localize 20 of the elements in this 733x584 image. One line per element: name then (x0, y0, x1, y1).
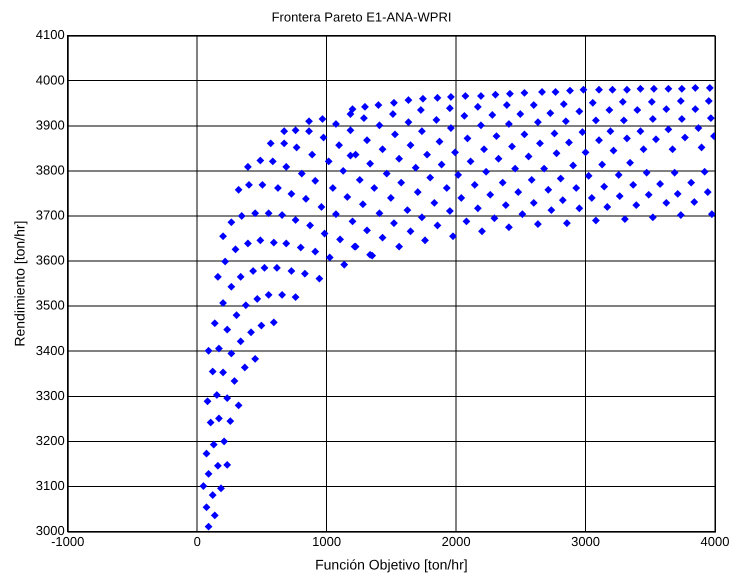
y-tick-label: 3100 (36, 478, 65, 494)
y-tick-label: 3500 (36, 298, 65, 313)
chart-title: Frontera Pareto E1-ANA-WPRI (272, 9, 452, 24)
x-tick-label: 1000 (312, 534, 342, 549)
y-tick-label: 3800 (36, 162, 65, 178)
y-tick-label: 3200 (36, 432, 65, 448)
y-tick-label: 3000 (36, 523, 65, 538)
x-axis-title: Función Objetivo [ton/hr] (315, 556, 468, 572)
y-tick-label: 3600 (36, 252, 65, 268)
y-tick-label: 3400 (36, 342, 65, 358)
y-tick-label: 4000 (36, 72, 65, 88)
x-tick-label: 3000 (571, 534, 600, 549)
y-tick-label: 4100 (36, 27, 65, 42)
y-tick-label: 3700 (36, 208, 65, 223)
y-tick-label: 3900 (36, 117, 65, 132)
x-tick-label: 2000 (442, 534, 471, 549)
y-axis-title: Rendimiento [ton/hr] (11, 220, 28, 347)
y-tick-label: 3300 (36, 388, 65, 403)
x-tick-label: 0 (194, 534, 201, 549)
x-tick-label: 4000 (700, 534, 730, 549)
